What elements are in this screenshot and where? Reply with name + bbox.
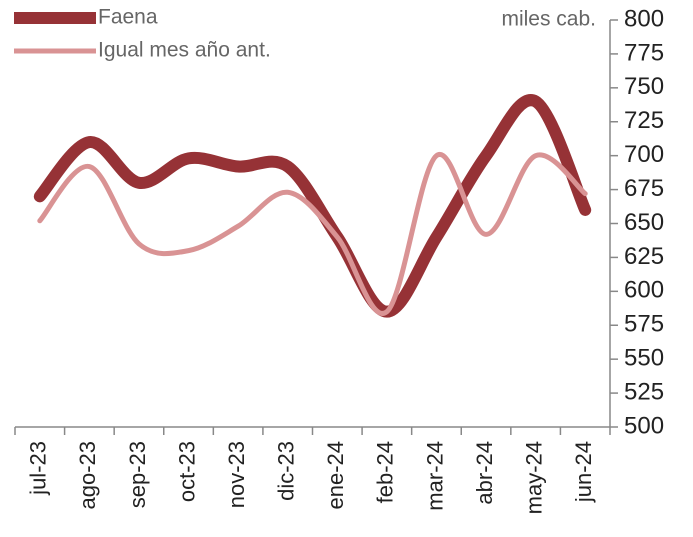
y-tick-label: 625 [624, 243, 664, 270]
y-tick-label: 500 [624, 412, 664, 439]
legend-label: Igual mes año ant. [98, 39, 271, 62]
y-tick-label: 675 [624, 175, 664, 202]
y-tick-label: 600 [624, 277, 664, 304]
x-tick-label: sep-23 [125, 441, 150, 508]
x-tick-label: may-24 [521, 441, 546, 514]
y-tick-label: 650 [624, 209, 664, 236]
x-tick-label: feb-24 [373, 441, 398, 503]
y-tick-label: 550 [624, 345, 664, 372]
y-tick-label: 775 [624, 39, 664, 66]
x-tick-label: mar-24 [422, 441, 447, 511]
x-tick-label: oct-23 [174, 441, 199, 502]
y-tick-label: 700 [624, 141, 664, 168]
y-tick-label: 725 [624, 107, 664, 134]
series-line [37, 152, 588, 316]
y-tick-label: 575 [624, 311, 664, 338]
legend-label: Faena [98, 6, 158, 29]
x-tick-label: abr-24 [472, 441, 497, 505]
y-tick-label: 800 [624, 5, 664, 32]
x-tick-label: dic-23 [274, 441, 299, 501]
unit-label: miles cab. [501, 8, 596, 31]
x-tick-label: ago-23 [75, 441, 100, 510]
x-tick-label: nov-23 [224, 441, 249, 508]
x-tick-label: jun-24 [571, 441, 596, 503]
y-tick-label: 750 [624, 73, 664, 100]
x-tick-label: ene-24 [323, 441, 348, 510]
x-tick-label: jul-23 [26, 441, 51, 496]
y-tick-label: 525 [624, 378, 664, 405]
